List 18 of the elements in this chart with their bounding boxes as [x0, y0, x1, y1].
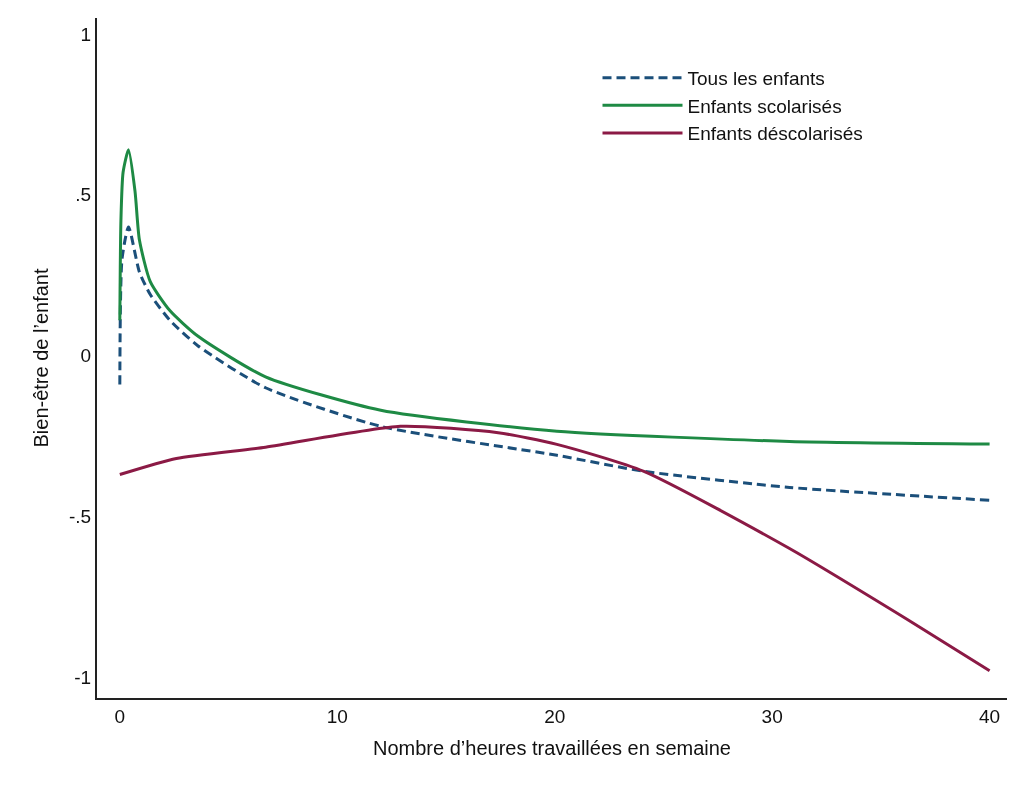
line-series	[118, 225, 992, 502]
line-series	[118, 424, 992, 673]
y-tick-label: 1	[80, 23, 92, 45]
x-tick-label: 0	[114, 705, 126, 727]
legend-label: Enfants déscolarisés	[687, 123, 863, 145]
line-series	[118, 148, 992, 446]
legend-label: Enfants scolarisés	[687, 95, 842, 117]
y-tick-label: -.5	[69, 506, 92, 527]
x-tick-label: 40	[979, 705, 1001, 727]
legend-label: Tous les enfants	[687, 68, 825, 90]
y-tick-label: .5	[75, 184, 92, 206]
y-tick-label: -1	[74, 666, 92, 688]
y-tick-label: 0	[80, 345, 92, 367]
y-axis-title: Bien-être de l’enfant	[30, 268, 53, 448]
x-tick-label: 30	[761, 705, 783, 727]
x-tick-label: 10	[326, 705, 348, 727]
x-axis-title: Nombre d’heures travaillées en semaine	[373, 736, 731, 759]
x-tick-label: 20	[544, 705, 566, 727]
